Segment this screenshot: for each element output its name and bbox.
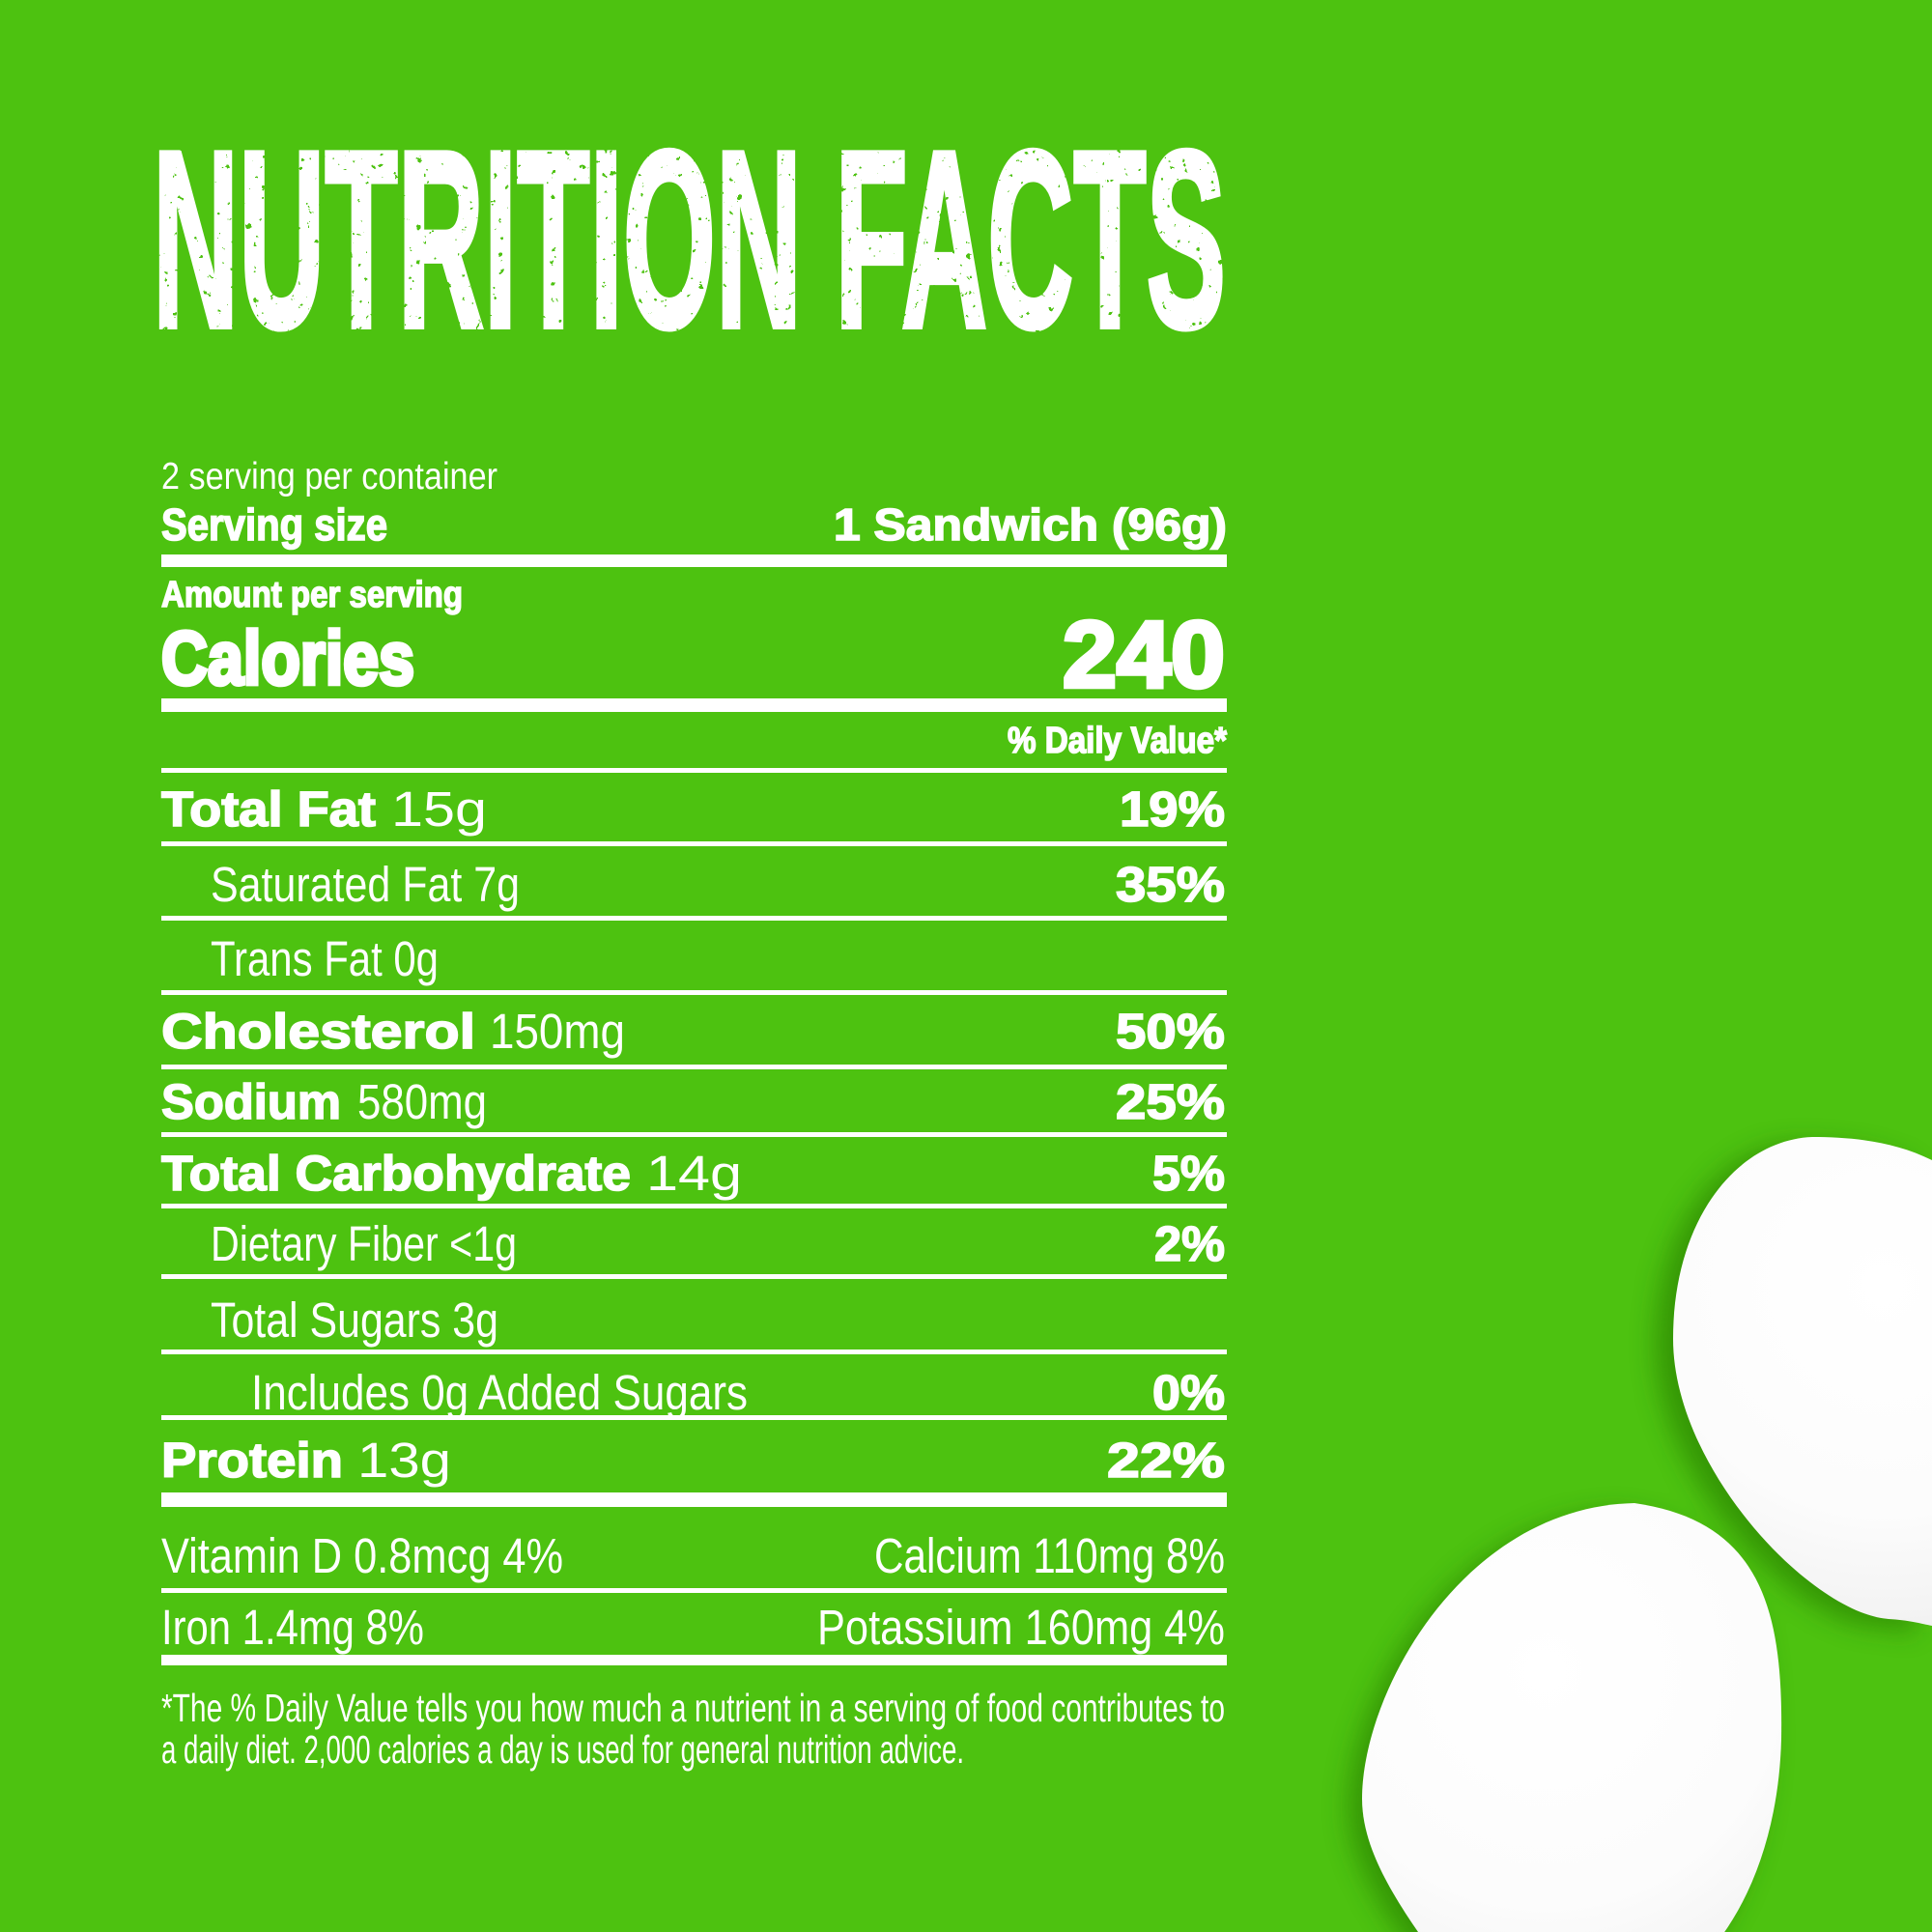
svg-text:Cholesterol: Cholesterol xyxy=(161,1004,475,1059)
svg-text:a daily diet. 2,000 calories a: a daily diet. 2,000 calories a day is us… xyxy=(161,1727,964,1772)
svg-text:Calcium 110mg 8%: Calcium 110mg 8% xyxy=(874,1528,1225,1583)
svg-text:Total Sugars 3g: Total Sugars 3g xyxy=(211,1293,498,1348)
svg-text:25%: 25% xyxy=(1116,1074,1225,1129)
svg-text:22%: 22% xyxy=(1107,1433,1225,1488)
svg-text:Serving size: Serving size xyxy=(161,499,387,550)
svg-text:2 serving per container: 2 serving per container xyxy=(161,456,497,497)
svg-text:150mg: 150mg xyxy=(490,1004,625,1059)
svg-text:5%: 5% xyxy=(1152,1146,1225,1201)
svg-text:Potassium 160mg 4%: Potassium 160mg 4% xyxy=(817,1600,1225,1655)
svg-text:2%: 2% xyxy=(1154,1216,1225,1271)
svg-text:13g: 13g xyxy=(357,1433,451,1488)
svg-text:Total Fat: Total Fat xyxy=(161,781,376,837)
svg-text:14g: 14g xyxy=(646,1146,742,1201)
svg-text:*The % Daily Value tells you h: *The % Daily Value tells you how much a … xyxy=(161,1686,1225,1730)
svg-text:Amount per serving: Amount per serving xyxy=(161,575,463,615)
svg-text:Vitamin D 0.8mcg 4%: Vitamin D 0.8mcg 4% xyxy=(161,1528,563,1583)
svg-text:Iron 1.4mg 8%: Iron 1.4mg 8% xyxy=(161,1600,424,1655)
svg-text:Calories: Calories xyxy=(161,615,414,700)
svg-text:Trans Fat 0g: Trans Fat 0g xyxy=(211,931,439,986)
svg-text:15g: 15g xyxy=(391,781,487,837)
svg-text:% Daily Value*: % Daily Value* xyxy=(1008,721,1227,761)
svg-text:240: 240 xyxy=(1063,602,1225,707)
svg-text:Dietary Fiber <1g: Dietary Fiber <1g xyxy=(211,1216,517,1271)
svg-text:NUTRITION FACTS: NUTRITION FACTS xyxy=(153,99,1226,381)
svg-text:1 Sandwich (96g): 1 Sandwich (96g) xyxy=(834,499,1227,550)
svg-text:19%: 19% xyxy=(1120,781,1225,837)
svg-text:580mg: 580mg xyxy=(357,1074,487,1129)
svg-text:Total Carbohydrate: Total Carbohydrate xyxy=(161,1146,631,1201)
svg-text:Protein: Protein xyxy=(161,1433,343,1488)
svg-text:Saturated Fat 7g: Saturated Fat 7g xyxy=(211,857,520,912)
svg-text:0%: 0% xyxy=(1152,1365,1225,1420)
svg-text:Sodium: Sodium xyxy=(161,1074,341,1129)
svg-text:Includes 0g Added Sugars: Includes 0g Added Sugars xyxy=(251,1365,748,1420)
svg-text:50%: 50% xyxy=(1116,1004,1225,1059)
svg-text:35%: 35% xyxy=(1116,857,1225,912)
